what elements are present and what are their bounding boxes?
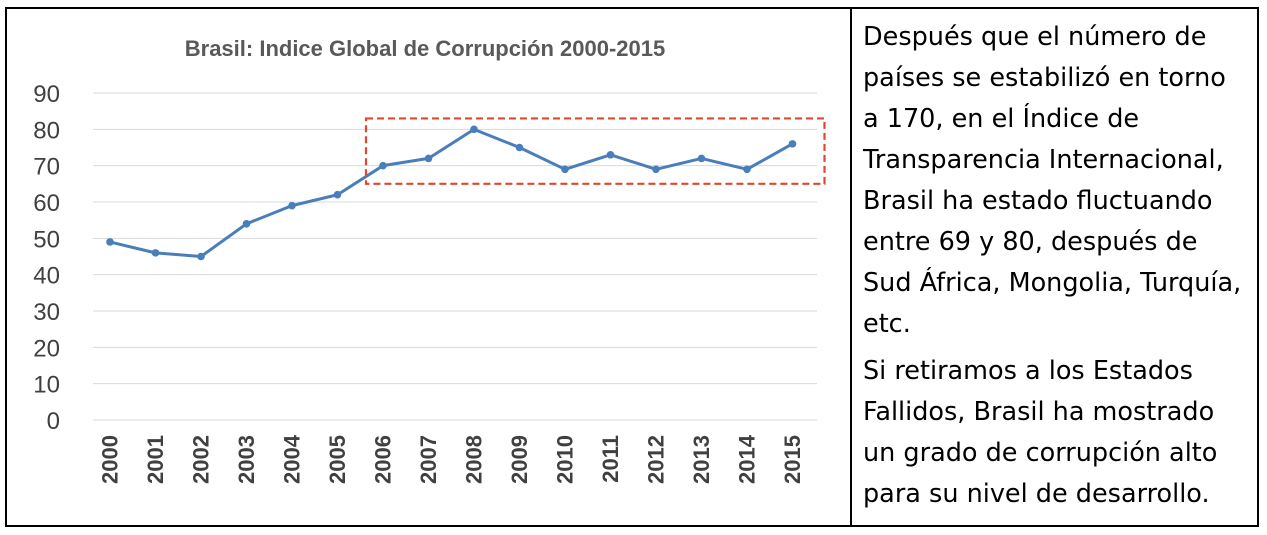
- x-tick-label: 2009: [507, 435, 532, 484]
- data-point: [151, 249, 160, 257]
- data-point: [743, 165, 751, 174]
- x-tick-label: 2014: [735, 434, 760, 484]
- data-point: [379, 161, 387, 170]
- data-point: [197, 252, 205, 261]
- data-point: [106, 238, 114, 246]
- x-tick-label: 2007: [416, 435, 441, 484]
- y-tick-label: 20: [33, 335, 60, 362]
- data-point: [697, 154, 706, 163]
- y-tick-label: 50: [33, 226, 60, 253]
- data-point: [288, 201, 296, 210]
- x-tick-label: 2011: [598, 435, 623, 483]
- data-point: [515, 143, 524, 152]
- data-point: [333, 190, 342, 199]
- data-point: [424, 154, 433, 163]
- x-tick-label: 2010: [553, 435, 578, 484]
- data-point: [561, 165, 569, 174]
- highlight-box: [364, 117, 826, 185]
- x-tick-label: 2004: [280, 434, 305, 484]
- x-tick-label: 2015: [780, 435, 805, 484]
- data-point: [652, 165, 660, 174]
- x-tick-label: 2003: [234, 435, 259, 484]
- series-line: [109, 127, 794, 258]
- y-tick-label: 80: [33, 117, 60, 144]
- commentary-panel: Después que el número de países se estab…: [852, 9, 1257, 525]
- x-tick-label: 2006: [371, 435, 396, 484]
- y-tick-label: 40: [33, 263, 60, 290]
- x-tick-label: 2012: [644, 435, 669, 484]
- commentary-paragraph-2: Si retiramos a los Estados Fallidos, Bra…: [863, 356, 1218, 509]
- line-chart: Brasil: Indice Global de Corrupción 2000…: [33, 36, 826, 484]
- data-point: [242, 220, 251, 228]
- x-tick-label: 2008: [462, 435, 487, 484]
- data-point: [606, 150, 615, 159]
- x-tick-label: 2001: [143, 435, 168, 484]
- y-tick-label: 10: [33, 372, 60, 399]
- data-point: [470, 125, 478, 134]
- commentary-paragraph-1: Después que el número de países se estab…: [863, 22, 1242, 339]
- x-tick-label: 2000: [98, 435, 123, 484]
- y-tick-label: 90: [33, 81, 60, 108]
- y-tick-label: 60: [33, 190, 60, 217]
- chart-title: Brasil: Indice Global de Corrupción 2000…: [185, 36, 666, 61]
- x-tick-label: 2005: [325, 435, 350, 484]
- x-tick-label: 2002: [189, 435, 214, 484]
- chart-panel: Brasil: Indice Global de Corrupción 2000…: [7, 9, 852, 525]
- x-tick-label: 2013: [689, 435, 714, 484]
- y-tick-label: 30: [33, 299, 60, 326]
- y-tick-label: 70: [33, 154, 60, 181]
- slide-frame: Brasil: Indice Global de Corrupción 2000…: [5, 7, 1259, 527]
- y-tick-label: 0: [47, 408, 60, 435]
- data-point: [788, 140, 797, 148]
